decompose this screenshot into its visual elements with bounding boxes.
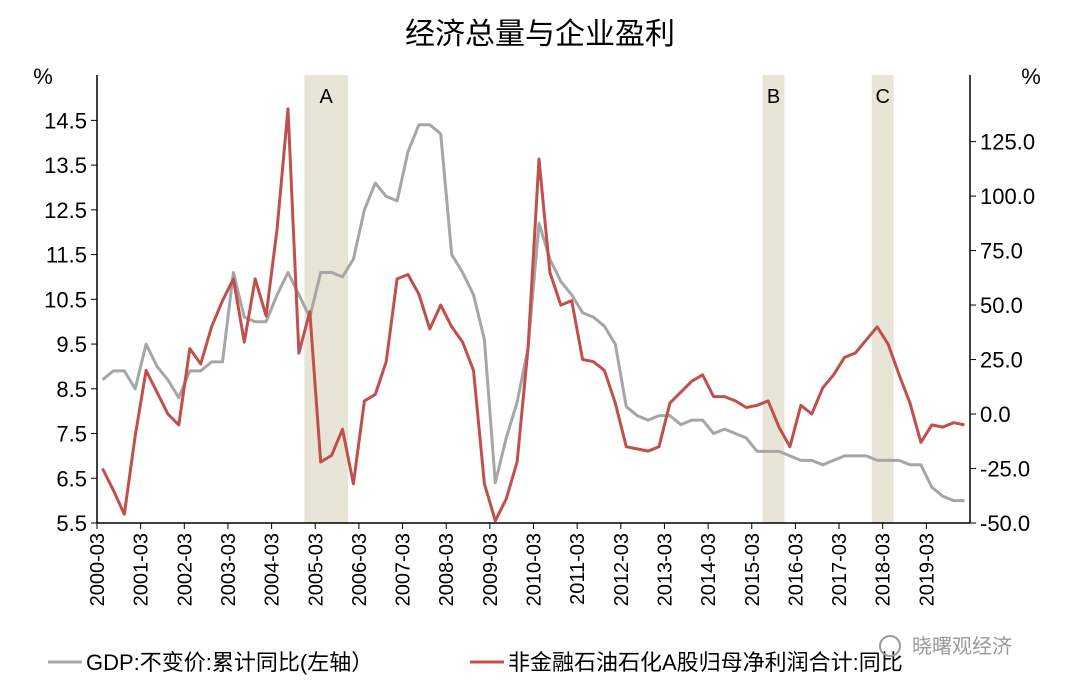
x-tick-label: 2007-03 xyxy=(393,533,415,606)
x-tick-label: 2019-03 xyxy=(916,533,938,606)
x-tick-label: 2000-03 xyxy=(87,533,109,606)
left-tick-label: 9.5 xyxy=(56,332,87,357)
left-tick-label: 10.5 xyxy=(44,287,87,312)
left-tick-label: 12.5 xyxy=(44,198,87,223)
watermark: 晓曙观经济 xyxy=(879,635,1012,658)
band-a xyxy=(304,75,348,523)
band-c xyxy=(871,75,894,523)
left-tick-label: 6.5 xyxy=(56,466,87,491)
left-tick-label: 14.5 xyxy=(44,108,87,133)
profit-line xyxy=(101,107,965,523)
right-tick-label: 25.0 xyxy=(980,348,1023,373)
right-tick-label: -50.0 xyxy=(980,511,1030,536)
x-tick-label: 2017-03 xyxy=(829,533,851,606)
x-tick-label: 2009-03 xyxy=(480,533,502,606)
watermark-text: 晓曙观经济 xyxy=(912,635,1012,658)
x-tick-label: 2004-03 xyxy=(262,533,284,606)
chart-title: 经济总量与企业盈利 xyxy=(405,18,675,51)
right-tick-label: 0.0 xyxy=(980,402,1011,427)
x-tick-label: 2015-03 xyxy=(742,533,764,606)
x-tick-label: 2006-03 xyxy=(349,533,371,606)
left-tick-label: 13.5 xyxy=(44,153,87,178)
legend: GDP:不变价:累计同比(左轴） 非金融石油石化A股归母净利润合计:同比 xyxy=(48,650,903,675)
right-axis-unit: % xyxy=(1021,64,1041,89)
left-tick-label: 7.5 xyxy=(56,422,87,447)
x-tick-label: 2011-03 xyxy=(567,533,589,605)
x-tick-label: 2001-03 xyxy=(131,533,153,606)
x-tick-label: 2013-03 xyxy=(654,533,676,606)
axes: 5.5 6.5 7.5 8.5 9.5 10.5 11.5 12.5 13.5 14.5 -50.0… xyxy=(44,75,1035,606)
x-tick-label: 2018-03 xyxy=(873,533,895,606)
x-tick-label: 2003-03 xyxy=(218,533,240,606)
x-tick-label: 2002-03 xyxy=(174,533,196,606)
left-tick-label: 11.5 xyxy=(46,243,87,268)
band-b xyxy=(762,75,785,523)
x-tick-label: 2016-03 xyxy=(785,533,807,606)
series-lines xyxy=(101,107,965,523)
legend-label-profit: 非金融石油石化A股归母净利润合计:同比 xyxy=(508,650,903,675)
left-axis-unit: % xyxy=(33,64,53,89)
left-tick-label: 5.5 xyxy=(56,511,87,536)
x-tick-label: 2008-03 xyxy=(436,533,458,606)
band-label-b: B xyxy=(767,86,780,108)
right-tick-label: 100.0 xyxy=(980,184,1035,209)
recession-bands: A B C xyxy=(304,75,894,523)
band-label-a: A xyxy=(319,86,333,108)
legend-label-gdp: GDP:不变价:累计同比(左轴） xyxy=(86,650,373,675)
x-tick-label: 2010-03 xyxy=(524,533,546,606)
gdp-line xyxy=(101,123,965,503)
right-tick-label: 50.0 xyxy=(980,293,1023,318)
x-tick-label: 2014-03 xyxy=(698,533,720,606)
band-label-c: C xyxy=(875,86,889,108)
x-tick-label: 2005-03 xyxy=(305,533,327,606)
x-tick-label: 2012-03 xyxy=(611,533,633,606)
right-tick-label: -25.0 xyxy=(980,457,1030,482)
right-tick-label: 75.0 xyxy=(980,239,1023,264)
left-tick-label: 8.5 xyxy=(56,377,87,402)
wechat-icon xyxy=(879,635,901,657)
right-tick-label: 125.0 xyxy=(980,130,1035,155)
